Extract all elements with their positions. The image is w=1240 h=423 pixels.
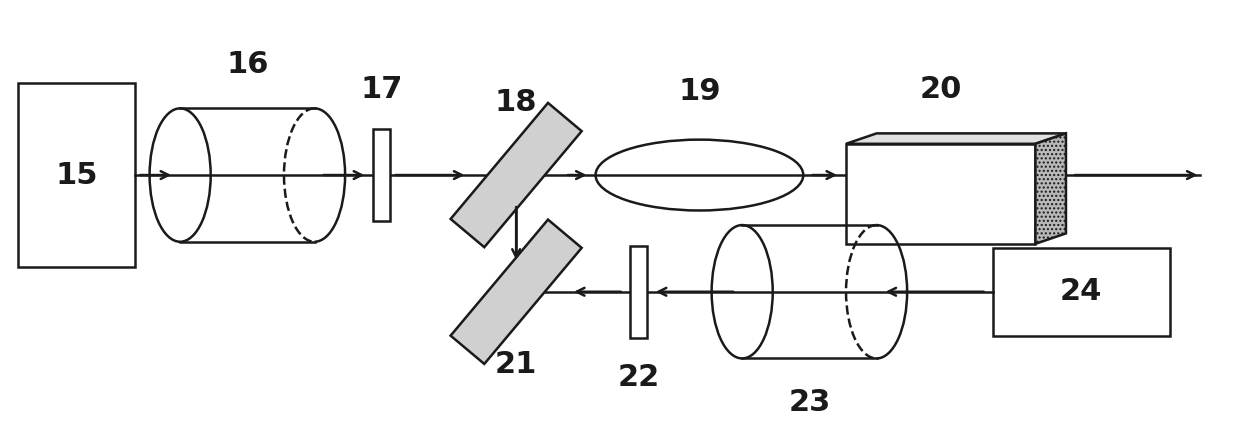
Bar (630, 246, 647, 338)
Text: 21: 21 (495, 350, 537, 379)
Text: 18: 18 (495, 88, 537, 117)
Bar (17, 83, 135, 267)
Text: 17: 17 (361, 75, 403, 104)
Text: 24: 24 (1060, 277, 1102, 306)
Text: 16: 16 (226, 50, 269, 79)
Bar (373, 129, 391, 221)
Text: 19: 19 (678, 77, 720, 106)
Polygon shape (846, 133, 1066, 144)
Polygon shape (450, 220, 582, 364)
Text: 22: 22 (618, 363, 660, 392)
Text: 15: 15 (55, 161, 98, 190)
Bar (846, 144, 1035, 244)
Text: 23: 23 (789, 387, 831, 417)
Polygon shape (1035, 133, 1066, 244)
Text: 20: 20 (920, 75, 962, 104)
Bar (993, 248, 1169, 335)
Polygon shape (450, 103, 582, 247)
